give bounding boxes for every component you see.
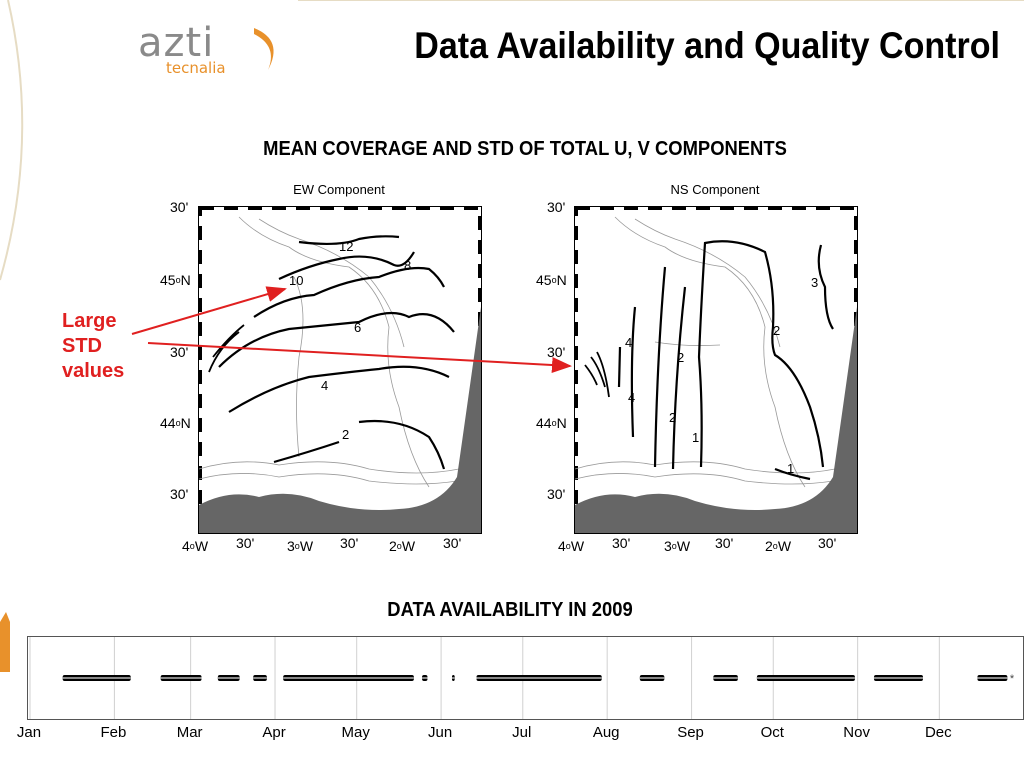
month-tick-label: Nov: [843, 724, 870, 741]
month-tick-label: Jan: [16, 724, 42, 741]
availability-period-core: [451, 677, 455, 679]
map-ew-component: 12 10 8 6 4 2: [198, 206, 482, 534]
availability-period-core: [476, 677, 602, 679]
lon-tick: 2oW: [389, 538, 416, 554]
availability-period-core: [639, 677, 665, 679]
panel-title-ew: EW Component: [293, 182, 385, 197]
month-tick-label: Jul: [512, 724, 532, 741]
availability-period-core: [977, 677, 1008, 679]
month-tick-label: Apr: [262, 724, 286, 741]
logo-swoosh-icon: [254, 28, 274, 70]
contour-label: 4: [628, 390, 635, 405]
availability-period-core: [713, 677, 738, 679]
lon-tick: 30': [443, 535, 462, 551]
availability-period-core: [62, 677, 131, 679]
orange-tab-decoration: [0, 612, 10, 672]
map-ew-canvas: 12 10 8 6 4 2: [199, 207, 481, 533]
lat-tick: 30': [170, 486, 189, 502]
availability-period-core: [283, 677, 414, 679]
availability-point: *: [1010, 673, 1015, 685]
month-tick-label: Dec: [924, 724, 952, 741]
lon-tick: 30': [340, 535, 359, 551]
azti-tecnalia-logo: azti tecnalia: [138, 20, 288, 80]
annotation-arrows: [131, 286, 572, 374]
month-tick-label: Oct: [760, 724, 784, 741]
contour-label: 1: [692, 430, 699, 445]
lon-tick: 2oW: [765, 538, 792, 554]
lat-tick: 45oN: [160, 272, 191, 288]
large-std-annotation: Large STD values: [62, 309, 152, 384]
contour-label: 2: [669, 410, 676, 425]
lat-tick: 30': [170, 344, 189, 360]
page-title: Data Availability and Quality Control: [414, 25, 1000, 66]
map-ns-canvas: 3 2 4 4 2 2 1 1: [575, 207, 857, 533]
lon-tick: 30': [612, 535, 631, 551]
logo-subtext: tecnalia: [166, 59, 226, 77]
lon-tick: 4oW: [558, 538, 585, 554]
contour-label: 2: [342, 427, 349, 442]
arrow-to-ew-map: [131, 286, 287, 335]
annotation-line: values: [62, 360, 125, 382]
lat-tick: 44oN: [536, 415, 567, 431]
availability-plot: *: [29, 637, 1015, 719]
annotation-line: STD: [62, 335, 102, 357]
lon-tick: 30': [715, 535, 734, 551]
contour-label: 2: [677, 350, 684, 365]
lat-tick: 30': [547, 344, 566, 360]
month-tick-label: Sep: [677, 724, 704, 741]
section-title-coverage: MEAN COVERAGE AND STD OF TOTAL U, V COMP…: [263, 138, 787, 160]
section-title-availability: DATA AVAILABILITY IN 2009: [387, 599, 633, 621]
lon-tick: 30': [818, 535, 837, 551]
lat-tick: 30': [547, 486, 566, 502]
lat-tick: 44oN: [160, 415, 191, 431]
lon-tick: 3oW: [664, 538, 691, 554]
lon-tick: 4oW: [182, 538, 209, 554]
header-rule: [298, 0, 1024, 1]
availability-period-core: [160, 677, 202, 679]
lon-tick: 30': [236, 535, 255, 551]
contour-label: 4: [321, 378, 328, 393]
lat-tick: 30': [170, 199, 189, 215]
availability-period-core: [873, 677, 923, 679]
availability-period-core: [756, 677, 855, 679]
contour-label: 2: [773, 323, 780, 338]
month-tick-label: Mar: [176, 724, 203, 741]
availability-period-core: [217, 677, 240, 679]
contour-label: 1: [787, 461, 794, 476]
availability-period-core: [422, 677, 428, 679]
contour-label: 10: [289, 273, 303, 288]
lat-tick: 45oN: [536, 272, 567, 288]
month-tick-label: May: [341, 724, 370, 741]
logo-text: azti: [138, 20, 215, 66]
annotation-line: Large: [62, 310, 117, 332]
map-ns-component: 3 2 4 4 2 2 1 1: [574, 206, 858, 534]
availability-period-core: [253, 677, 267, 679]
decorative-arc: [0, 0, 24, 281]
contour-label: 4: [625, 335, 632, 350]
lon-tick: 3oW: [287, 538, 314, 554]
contour-label: 3: [811, 275, 818, 290]
month-axis: Jan Feb Mar Apr May Jun Jul Aug Sep Oct Nov Dec: [0, 724, 1024, 744]
lat-tick: 30': [547, 199, 566, 215]
contour-label: 12: [339, 239, 353, 254]
contour-label: 6: [354, 320, 361, 335]
month-tick-label: Feb: [100, 724, 127, 741]
panel-title-ns: NS Component: [670, 182, 760, 197]
contour-label: 8: [404, 258, 411, 273]
availability-chart: *: [27, 636, 1024, 720]
month-tick-label: Jun: [428, 724, 453, 741]
arrow-to-ns-map: [147, 342, 572, 374]
month-tick-label: Aug: [592, 724, 620, 741]
